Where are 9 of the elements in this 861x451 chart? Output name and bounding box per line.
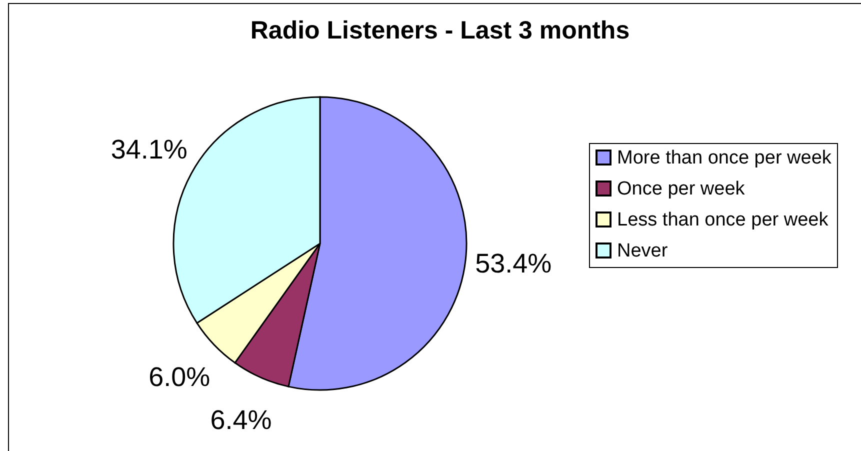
data-label: 53.4% bbox=[475, 248, 552, 279]
data-label: 6.0% bbox=[148, 362, 210, 392]
legend-label: Never bbox=[617, 240, 668, 262]
chart-title: Radio Listeners - Last 3 months bbox=[250, 16, 630, 44]
data-label: 6.4% bbox=[210, 405, 272, 436]
legend-label: Less than once per week bbox=[617, 210, 829, 230]
legend-label: Once per week bbox=[617, 178, 746, 200]
legend-label: More than once per week bbox=[617, 148, 832, 168]
data-label: 34.1% bbox=[110, 134, 188, 165]
